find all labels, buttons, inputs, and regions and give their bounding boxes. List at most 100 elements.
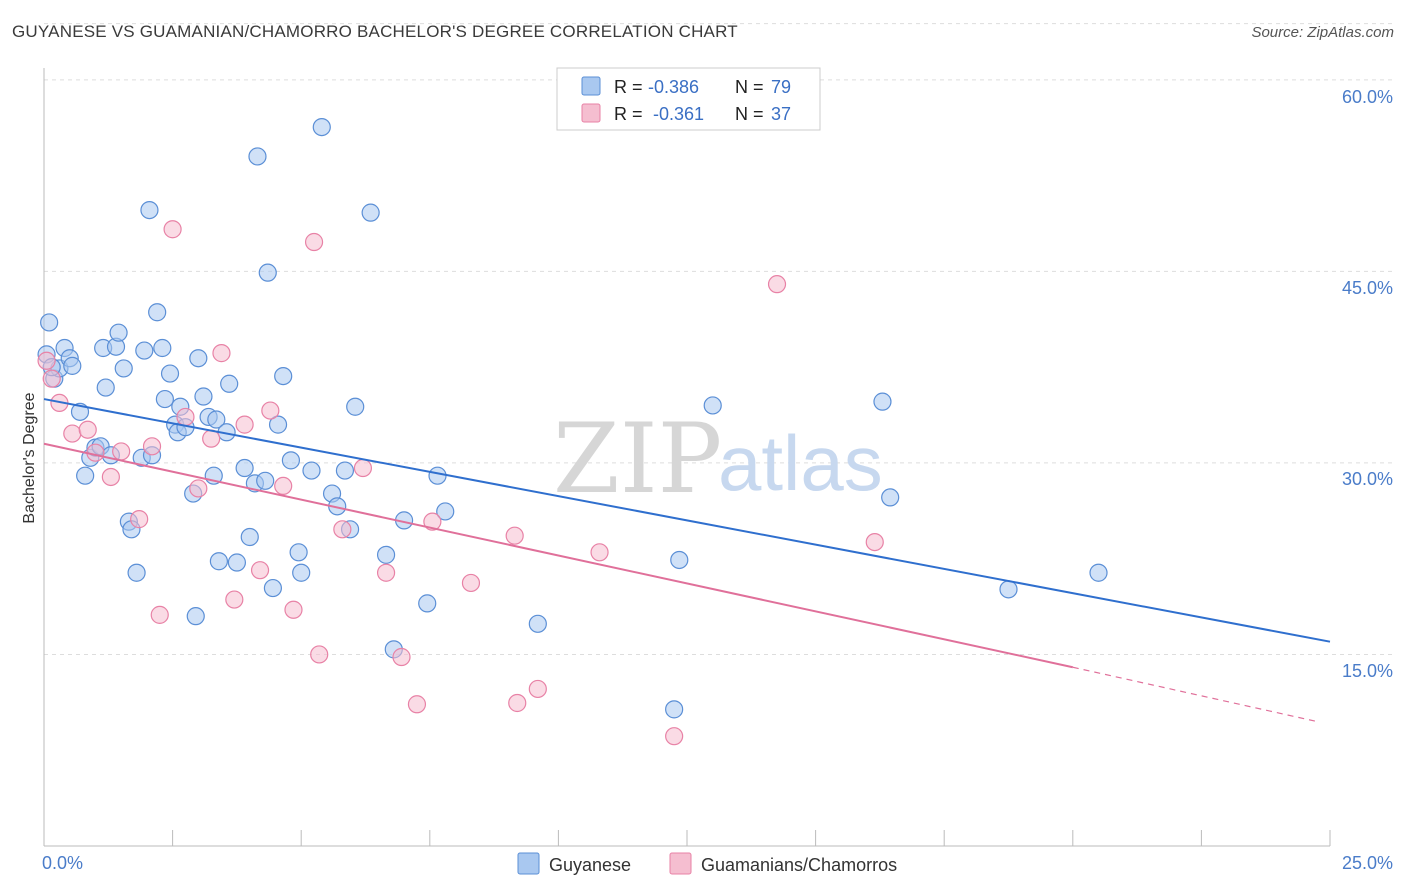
guamanian-point (212, 344, 231, 363)
guamanian-point (261, 401, 280, 420)
guyanese-point (160, 364, 180, 383)
guamanian-point (101, 467, 120, 487)
guyanese-point (703, 396, 722, 415)
guamanian-point (508, 693, 527, 713)
watermark: ZIP atlas (553, 403, 883, 515)
guyanese-point (148, 303, 167, 322)
y-tick-label: 60.0% (1342, 87, 1393, 107)
guamanian-point (353, 458, 373, 478)
guyanese-point (428, 466, 447, 485)
guamanian-point (63, 424, 82, 443)
guyanese-point (289, 543, 308, 562)
guyanese-point (665, 700, 684, 719)
guyanese-point (418, 594, 437, 613)
stats-box: R = -0.386 N = 79 R = -0.361 N = 37 (556, 67, 821, 131)
guamanian-point (310, 645, 329, 664)
guyanese-trend-line (43, 398, 1331, 643)
guamanian-point (333, 520, 352, 539)
guyanese-point (76, 466, 95, 485)
guyanese-point (312, 117, 331, 137)
guamanian-point (376, 563, 396, 582)
guyanese-point (135, 341, 154, 360)
guyanese-point (1089, 563, 1108, 582)
guyanese-point (376, 545, 396, 564)
guamanian-point (163, 220, 182, 239)
source-label: Source: ZipAtlas.com (1251, 24, 1394, 41)
guamanian-point (78, 420, 97, 439)
guyanese-point (114, 359, 133, 378)
stat-n-value: 37 (771, 104, 791, 124)
x-tick-label-max: 25.0% (1342, 853, 1393, 873)
x-tick-label-min: 0.0% (42, 853, 83, 873)
guamanian-point (528, 679, 547, 699)
stats-swatch-blue (581, 76, 601, 96)
trend-lines (43, 398, 1331, 723)
guyanese-point (292, 563, 311, 582)
guyanese-point (227, 553, 246, 572)
guamanian-point (461, 573, 481, 593)
guamanian-points (37, 220, 884, 746)
stat-r-value: -0.361 (653, 104, 704, 124)
guamanian-trend-extension (1072, 666, 1320, 723)
guyanese-point (873, 392, 892, 411)
x-tick-marks (43, 830, 1331, 846)
stat-r-label: R = (614, 77, 643, 97)
y-tick-label: 15.0% (1342, 661, 1393, 681)
guamanian-point (423, 512, 442, 531)
stat-n-label: N = (735, 77, 764, 97)
guyanese-point (96, 378, 115, 397)
guyanese-point (302, 461, 321, 480)
guyanese-point (248, 147, 267, 166)
guyanese-point (670, 550, 689, 570)
guyanese-point (258, 263, 277, 282)
stat-r-label: R = (614, 104, 643, 124)
stat-r-value: -0.386 (648, 77, 699, 97)
y-axis-label: Bachelor's Degree (21, 392, 38, 523)
guyanese-point (220, 374, 239, 393)
stat-n-label: N = (735, 104, 764, 124)
guamanian-point (767, 275, 787, 294)
guyanese-point (281, 451, 301, 470)
guyanese-point (153, 338, 172, 358)
legend-swatch-guamanian (669, 852, 692, 875)
guamanian-point (176, 407, 195, 427)
guamanian-point (235, 415, 254, 434)
guamanian-point (130, 510, 149, 529)
watermark-zip: ZIP (553, 403, 722, 515)
guamanian-point (590, 543, 609, 562)
guyanese-point (335, 461, 355, 480)
guamanian-point (304, 232, 324, 252)
guamanian-point (274, 476, 293, 496)
guyanese-point (346, 397, 365, 416)
guyanese-point (361, 203, 380, 222)
legend-swatch-guyanese (517, 852, 540, 875)
chart-title: GUYANESE VS GUAMANIAN/CHAMORRO BACHELOR'… (12, 22, 738, 41)
guyanese-point (194, 387, 213, 406)
guamanian-point (42, 369, 61, 388)
guyanese-point (274, 366, 293, 386)
guyanese-point (40, 313, 59, 332)
watermark-atlas: atlas (718, 419, 883, 507)
guyanese-point (263, 578, 283, 598)
guamanian-point (150, 605, 169, 624)
guyanese-point (240, 527, 259, 547)
guamanian-point (665, 727, 684, 746)
guamanian-point (505, 526, 524, 545)
stats-swatch-pink (581, 103, 601, 123)
guamanian-point (142, 437, 162, 456)
legend: Guyanese Guamanians/Chamorros (517, 852, 897, 875)
guyanese-point (207, 410, 226, 429)
guyanese-point (127, 563, 146, 582)
guamanian-point (112, 442, 131, 461)
legend-label-guyanese: Guyanese (549, 855, 631, 875)
guyanese-point (881, 488, 900, 507)
guyanese-point (999, 580, 1018, 599)
y-tick-label: 30.0% (1342, 469, 1393, 489)
guamanian-point (392, 647, 411, 667)
y-tick-labels: 15.0% 30.0% 45.0% 60.0% (1342, 87, 1393, 681)
legend-label-guamanian: Guamanians/Chamorros (701, 855, 897, 875)
stat-n-value: 79 (771, 77, 791, 97)
guyanese-point (186, 607, 205, 626)
guyanese-point (155, 389, 174, 409)
